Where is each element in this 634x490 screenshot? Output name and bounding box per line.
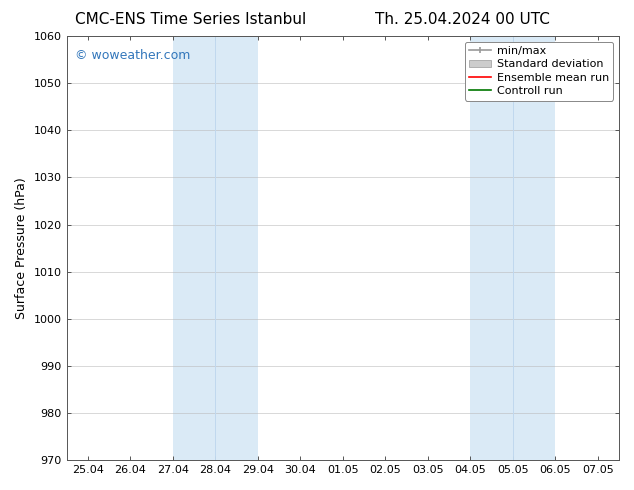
Bar: [173, 36, 258, 460]
Legend: min/max, Standard deviation, Ensemble mean run, Controll run: min/max, Standard deviation, Ensemble me…: [465, 42, 614, 100]
Y-axis label: Surface Pressure (hPa): Surface Pressure (hPa): [15, 177, 28, 319]
Bar: [470, 36, 555, 460]
Text: © woweather.com: © woweather.com: [75, 49, 190, 62]
Text: CMC-ENS Time Series Istanbul: CMC-ENS Time Series Istanbul: [75, 12, 306, 27]
Text: Th. 25.04.2024 00 UTC: Th. 25.04.2024 00 UTC: [375, 12, 550, 27]
